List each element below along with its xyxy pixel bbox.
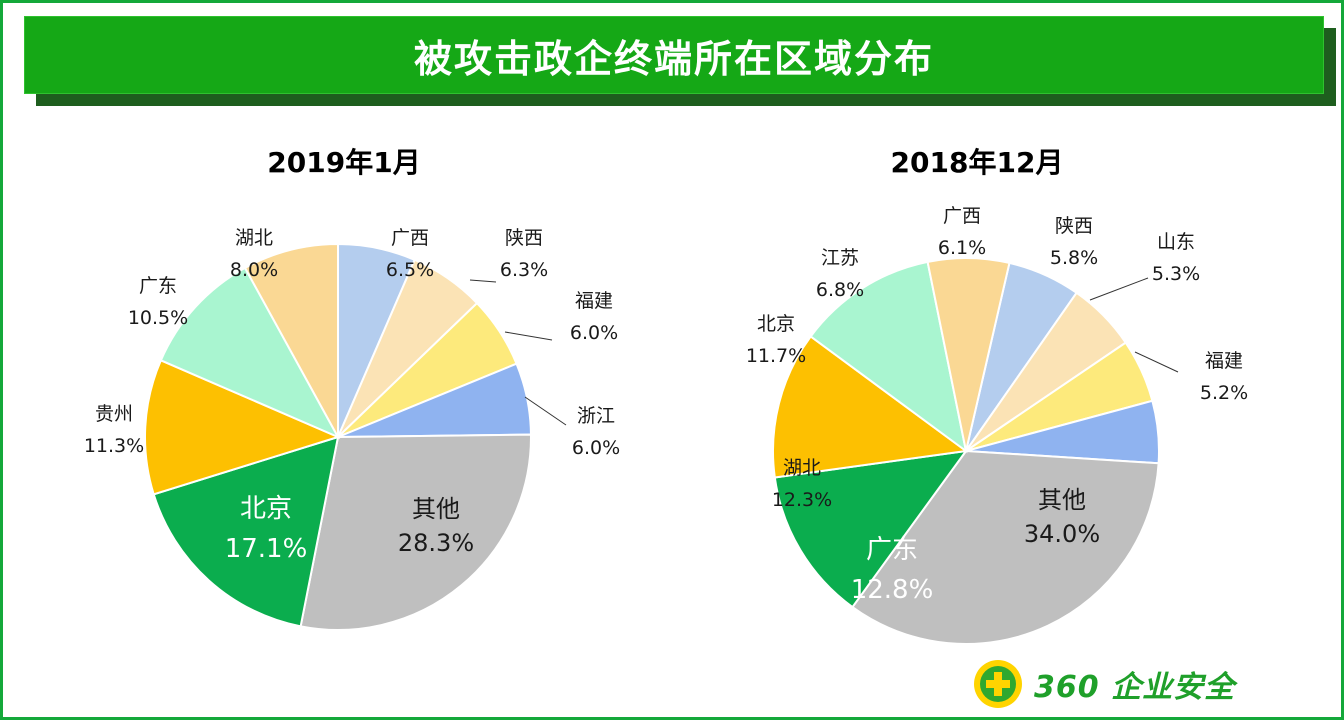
slice-label-北京: 北京: [757, 313, 795, 335]
slice-value-其他: 28.3%: [398, 529, 474, 557]
slice-label-陕西: 陕西: [505, 227, 543, 249]
leader-line-陕西: [469, 279, 497, 283]
slice-value-福建: 5.2%: [1200, 382, 1248, 404]
slice-label-福建: 福建: [575, 290, 613, 312]
leader-line-浙江: [524, 396, 567, 426]
pie-slice-江苏: [926, 257, 1011, 452]
pie-slice-湖北: [243, 242, 339, 438]
slice-label-陕西: 陕西: [1055, 215, 1093, 237]
leader-line-福建: [1134, 351, 1179, 373]
slice-label-其他: 其他: [1038, 486, 1086, 514]
pie-slice-其他: [851, 449, 1160, 645]
leader-line-福建: [504, 331, 553, 341]
slice-value-其他: 34.0%: [1024, 520, 1100, 548]
slice-label-广东: 广东: [139, 275, 177, 297]
slice-value-湖北: 8.0%: [230, 259, 278, 281]
pie-slice-其他: [299, 433, 532, 631]
chart-title-right: 2018年12月: [891, 146, 1064, 179]
slice-label-湖北: 湖北: [235, 227, 273, 249]
leader-line-山东: [1089, 277, 1149, 301]
slice-label-北京: 北京: [240, 494, 292, 524]
slice-label-广东: 广东: [866, 535, 918, 565]
pie-slice-广东: [159, 266, 341, 440]
slice-value-北京: 11.7%: [746, 345, 806, 367]
pie-slice-广东: [773, 449, 969, 609]
slice-label-湖北: 湖北: [783, 457, 821, 479]
logo-text: 360 企业安全: [1034, 670, 1236, 705]
pie-slice-贵州: [144, 359, 341, 496]
slice-value-广东: 12.8%: [851, 575, 934, 605]
brand-logo: 360 企业安全: [972, 656, 1235, 712]
page-title: 被攻击政企终端所在区域分布: [413, 36, 934, 81]
pie-slice-湖北: [772, 335, 969, 479]
pie-slice-北京: [809, 260, 968, 454]
logo-icon: [974, 660, 1022, 708]
slice-value-陕西: 5.8%: [1050, 247, 1098, 269]
slice-value-浙江: 6.0%: [572, 437, 620, 459]
slice-value-北京: 17.1%: [225, 534, 308, 564]
slice-value-广西: 6.5%: [386, 259, 434, 281]
slice-value-广东: 10.5%: [128, 307, 188, 329]
slice-label-其他: 其他: [412, 495, 460, 523]
pie-slice-北京: [152, 435, 340, 628]
pie-chart-left: 广西 6.5% 陕西 6.3% 福建 6.0% 浙江 6.0% 其他 28.3% 北京 17.1% 贵州…: [84, 227, 620, 631]
pie-chart-right: 广西 6.1% 陕西 5.8% 山东 5.3% 福建 5.2% 其他 34.0% 广东 12.8% 湖北…: [746, 205, 1248, 645]
slice-label-贵州: 贵州: [95, 403, 133, 425]
slice-value-贵州: 11.3%: [84, 435, 144, 457]
chart-title-left: 2019年1月: [267, 146, 420, 179]
slice-label-浙江: 浙江: [577, 405, 615, 427]
slice-value-陕西: 6.3%: [500, 259, 548, 281]
slice-value-福建: 6.0%: [570, 322, 618, 344]
slice-label-广西: 广西: [943, 205, 981, 227]
slice-value-湖北: 12.3%: [772, 489, 832, 511]
slice-value-广西: 6.1%: [938, 237, 986, 259]
slice-label-江苏: 江苏: [821, 247, 859, 269]
slice-value-江苏: 6.8%: [816, 279, 864, 301]
slice-label-山东: 山东: [1157, 231, 1195, 253]
slice-label-福建: 福建: [1205, 350, 1243, 372]
slice-value-山东: 5.3%: [1152, 263, 1200, 285]
slice-label-广西: 广西: [391, 227, 429, 249]
header-banner: 被攻击政企终端所在区域分布: [24, 16, 1324, 94]
